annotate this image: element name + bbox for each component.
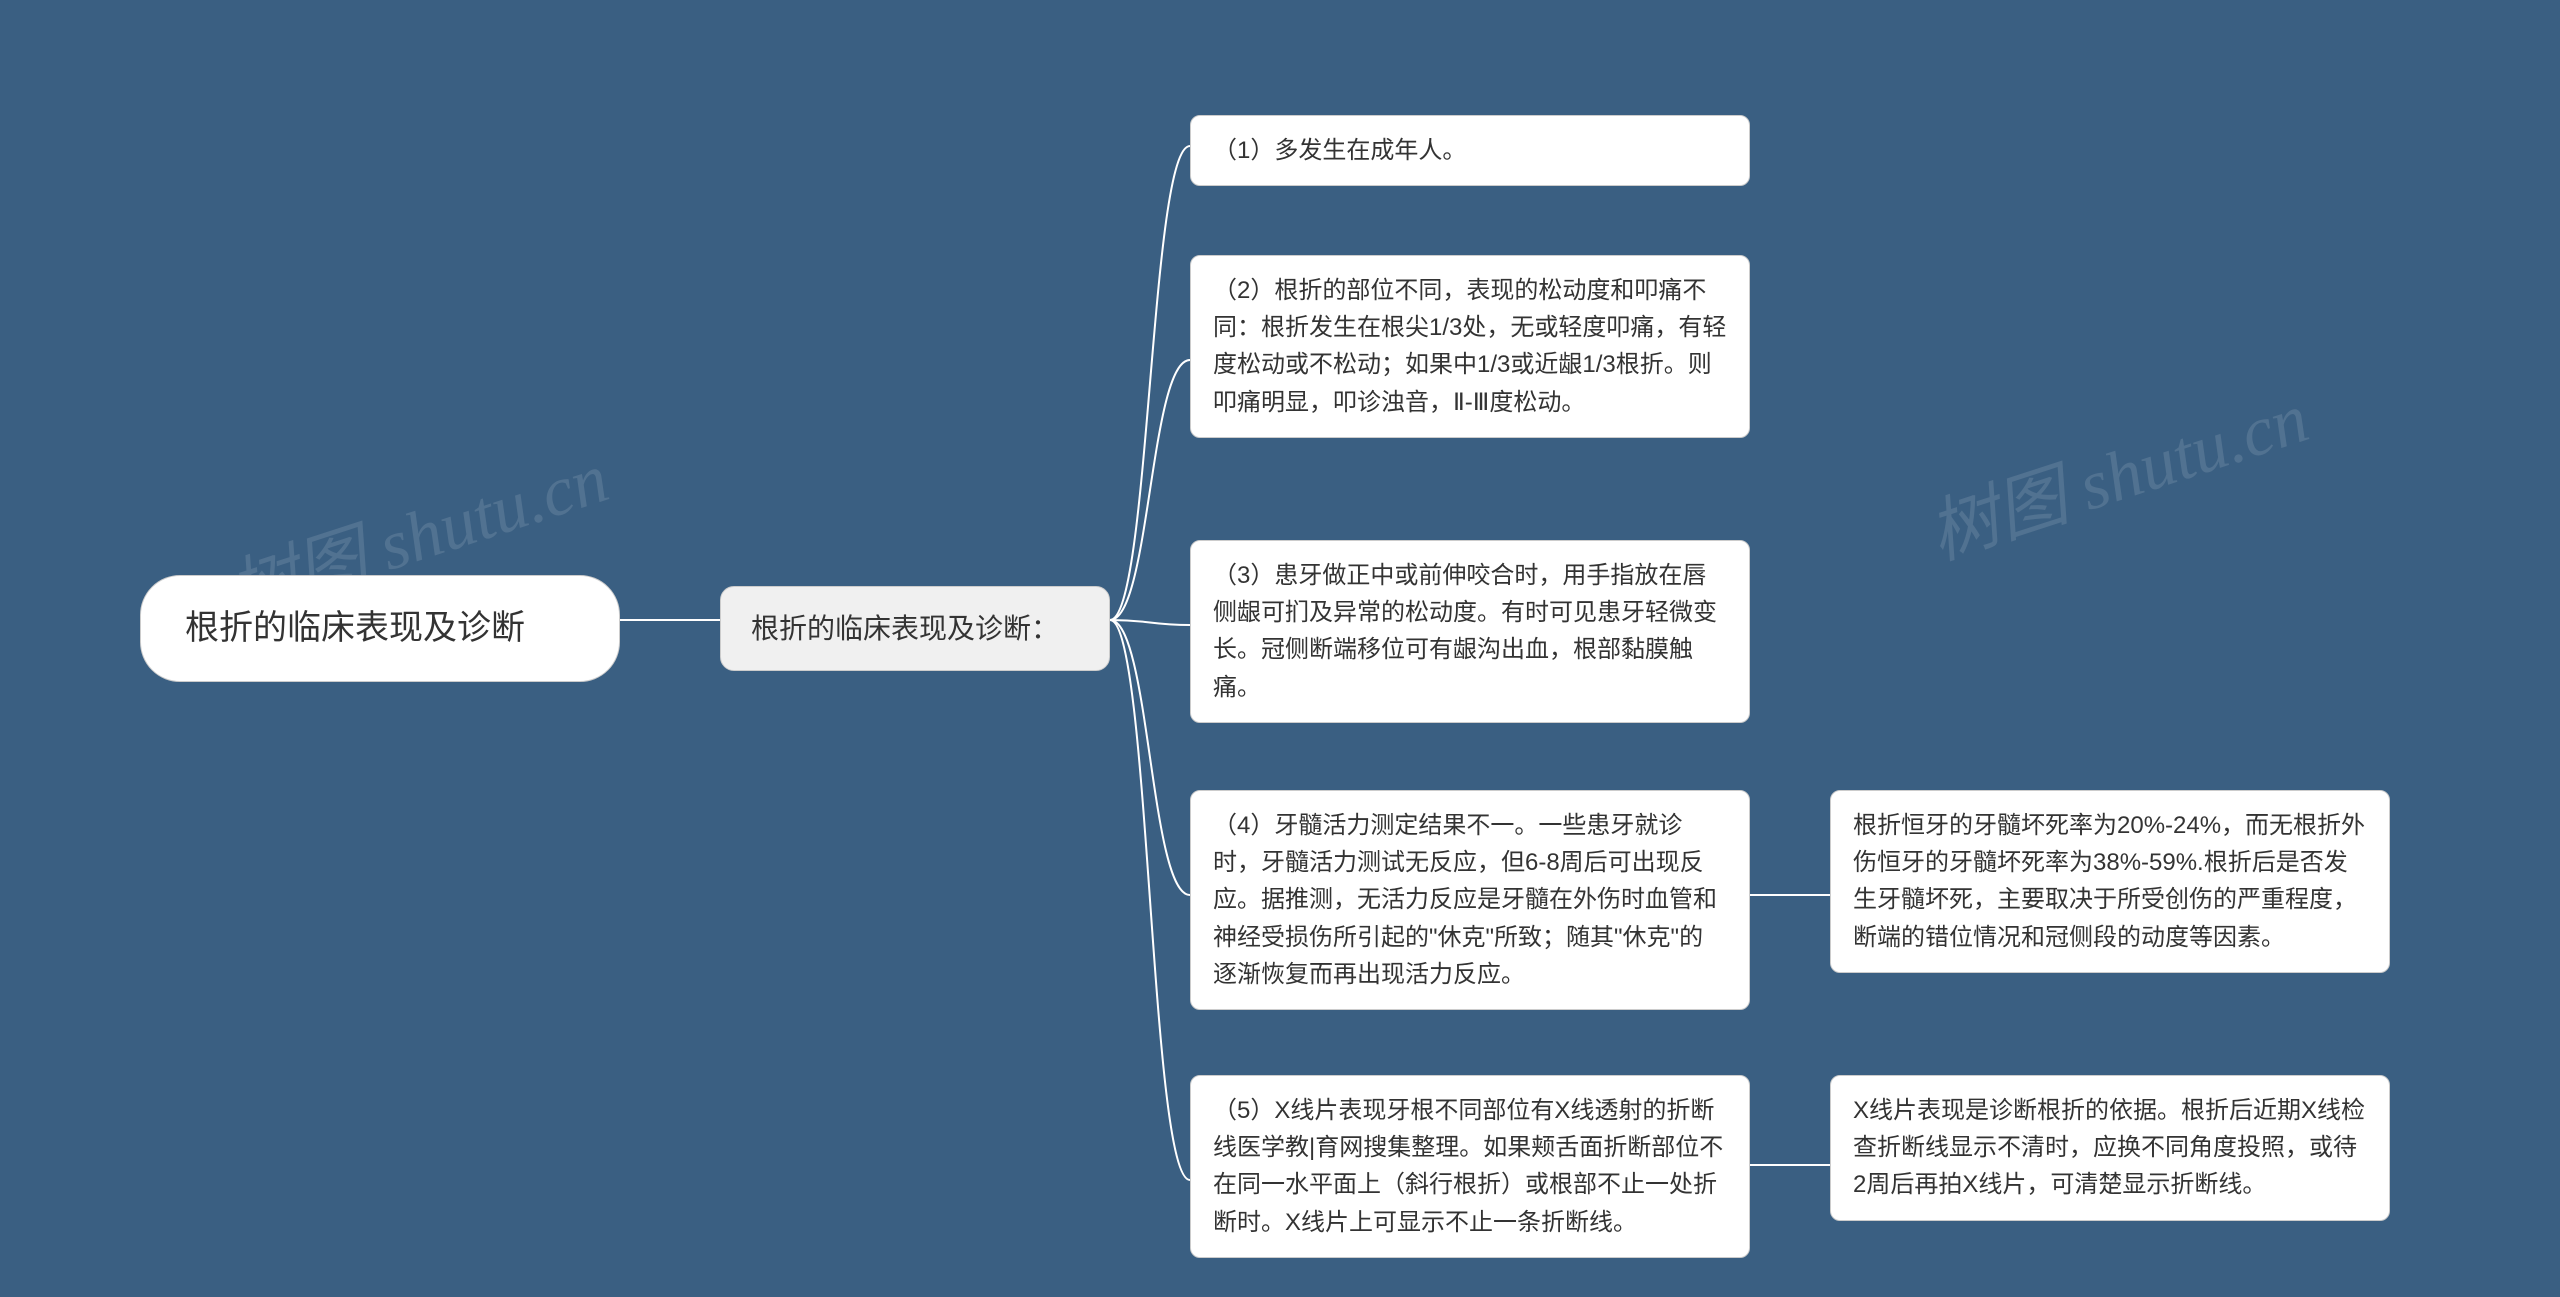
watermark: 树图 shutu.cn: [1914, 362, 2319, 579]
level3-node-text: 根折恒牙的牙髓坏死率为20%-24%，而无根折外伤恒牙的牙髓坏死率为38%-59…: [1853, 812, 2365, 951]
level1-node-text: 根折的临床表现及诊断：: [751, 613, 1059, 644]
mindmap-level2-node[interactable]: （4）牙髓活力测定结果不一。一些患牙就诊时，牙髓活力测试无反应，但6-8周后可出…: [1190, 790, 1750, 1010]
level3-node-text: X线片表现是诊断根折的依据。根折后近期X线检查折断线显示不清时，应换不同角度投照…: [1853, 1097, 2365, 1198]
level2-node-text: （1）多发生在成年人。: [1213, 137, 1466, 164]
level2-node-text: （3）患牙做正中或前伸咬合时，用手指放在唇侧龈可扪及异常的松动度。有时可见患牙轻…: [1213, 562, 1717, 701]
mindmap-level2-node[interactable]: （2）根折的部位不同，表现的松动度和叩痛不同：根折发生在根尖1/3处，无或轻度叩…: [1190, 255, 1750, 438]
mindmap-level2-node[interactable]: （1）多发生在成年人。: [1190, 115, 1750, 186]
mindmap-level1-node[interactable]: 根折的临床表现及诊断：: [720, 586, 1110, 671]
root-node-text: 根折的临床表现及诊断: [185, 609, 525, 647]
level2-node-text: （5）X线片表现牙根不同部位有X线透射的折断线医学教|育网搜集整理。如果颊舌面折…: [1213, 1097, 1723, 1236]
mindmap-root-node[interactable]: 根折的临床表现及诊断: [140, 575, 620, 682]
mindmap-level3-node[interactable]: 根折恒牙的牙髓坏死率为20%-24%，而无根折外伤恒牙的牙髓坏死率为38%-59…: [1830, 790, 2390, 973]
mindmap-level2-node[interactable]: （3）患牙做正中或前伸咬合时，用手指放在唇侧龈可扪及异常的松动度。有时可见患牙轻…: [1190, 540, 1750, 723]
level2-node-text: （2）根折的部位不同，表现的松动度和叩痛不同：根折发生在根尖1/3处，无或轻度叩…: [1213, 277, 1726, 416]
level2-node-text: （4）牙髓活力测定结果不一。一些患牙就诊时，牙髓活力测试无反应，但6-8周后可出…: [1213, 812, 1717, 988]
mindmap-level3-node[interactable]: X线片表现是诊断根折的依据。根折后近期X线检查折断线显示不清时，应换不同角度投照…: [1830, 1075, 2390, 1221]
mindmap-level2-node[interactable]: （5）X线片表现牙根不同部位有X线透射的折断线医学教|育网搜集整理。如果颊舌面折…: [1190, 1075, 1750, 1258]
